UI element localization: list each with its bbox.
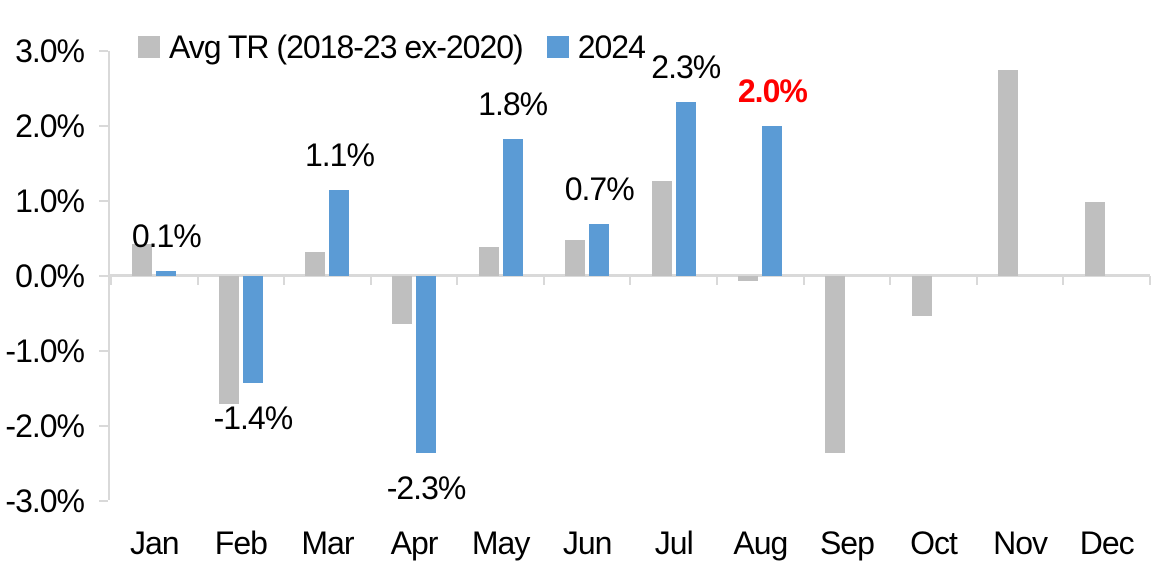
bar-2024-may (502, 139, 523, 276)
x-axis-label-apr: Apr (390, 525, 439, 561)
bar-avg-tr-apr (392, 275, 413, 325)
y-tick-2.0% (99, 125, 108, 127)
y-axis-label-3.0%: 3.0% (15, 33, 85, 70)
legend-swatch-2024 (546, 36, 569, 58)
legend-label-avg-tr: Avg TR (2018-23 ex-2020) (169, 29, 524, 65)
y-axis-label-2.0%: 2.0% (15, 108, 85, 144)
y-tick--2.0% (99, 424, 108, 427)
bar-2024-apr (416, 275, 437, 453)
y-tick--1.0% (99, 349, 108, 352)
data-label-2024-apr: -2.3% (386, 469, 467, 506)
bar-2024-mar (329, 189, 350, 276)
x-axis-label-feb: Feb (214, 525, 268, 561)
x-tick-0 (110, 275, 112, 285)
data-label-2024-jun: 0.7% (564, 171, 635, 208)
bar-2024-feb (242, 275, 263, 383)
bar-avg-tr-sep (824, 275, 845, 453)
y-tick--3.0% (99, 499, 108, 502)
x-tick-1 (196, 275, 199, 285)
bar-avg-tr-oct (911, 275, 932, 317)
x-tick-2 (283, 275, 286, 285)
y-axis-label-0.0%: 0.0% (15, 257, 85, 294)
x-axis-label-aug: Aug (733, 525, 788, 561)
data-label-2024-may: 1.8% (478, 86, 548, 123)
bar-avg-tr-aug (738, 275, 759, 282)
x-axis-label-jan: Jan (129, 525, 180, 561)
y-tick-3.0% (99, 50, 108, 53)
data-label-2024-mar: 1.1% (304, 136, 375, 173)
bar-2024-jun (589, 224, 610, 276)
y-axis-label-1.0%: 1.0% (15, 182, 85, 219)
data-label-2024-jul: 2.3% (651, 49, 721, 86)
legend-label-2024: 2024 (577, 29, 646, 65)
x-axis-label-dec: Dec (1079, 525, 1135, 561)
x-tick-11 (1062, 275, 1065, 285)
x-tick-4 (456, 275, 459, 285)
x-tick-7 (716, 275, 719, 285)
x-tick-9 (889, 275, 892, 285)
x-axis-line (108, 274, 1150, 278)
x-axis-label-mar: Mar (301, 525, 354, 561)
bar-2024-jul (675, 102, 696, 276)
bar-avg-tr-jan (132, 243, 153, 276)
data-label-2024-aug: 2.0% (737, 73, 808, 109)
bar-avg-tr-nov (998, 69, 1019, 276)
x-tick-5 (542, 275, 545, 285)
legend-swatch-avg-tr (138, 36, 160, 58)
y-axis-label--2.0%: -2.0% (5, 407, 85, 444)
bar-avg-tr-may (478, 247, 499, 276)
y-tick-0.0% (99, 274, 108, 277)
bar-avg-tr-jun (565, 239, 586, 276)
x-axis-label-nov: Nov (993, 525, 1048, 561)
x-axis-label-jun: Jun (562, 525, 613, 561)
y-tick-1.0% (99, 199, 108, 202)
data-label-2024-jan: 0.1% (131, 217, 202, 254)
bar-avg-tr-feb (218, 275, 239, 404)
bar-2024-aug (762, 126, 783, 276)
bar-avg-tr-mar (305, 251, 326, 276)
x-tick-6 (629, 275, 632, 285)
x-tick-12 (1148, 275, 1151, 285)
bar-avg-tr-dec (1084, 202, 1105, 276)
data-label-2024-feb: -1.4% (213, 399, 294, 436)
bar-2024-jan (156, 270, 177, 276)
x-axis-label-oct: Oct (910, 525, 958, 561)
y-axis-label--1.0%: -1.0% (5, 332, 85, 369)
chart-legend: Avg TR (2018-23 ex-2020) 2024 (138, 29, 646, 65)
x-tick-8 (802, 275, 805, 285)
x-tick-3 (369, 275, 372, 285)
x-axis-label-jul: Jul (654, 525, 694, 561)
x-tick-10 (975, 275, 978, 285)
x-axis-label-sep: Sep (819, 525, 875, 561)
y-axis-label--3.0%: -3.0% (5, 482, 85, 519)
bar-avg-tr-jul (651, 180, 672, 276)
x-axis-label-may: May (471, 525, 530, 561)
